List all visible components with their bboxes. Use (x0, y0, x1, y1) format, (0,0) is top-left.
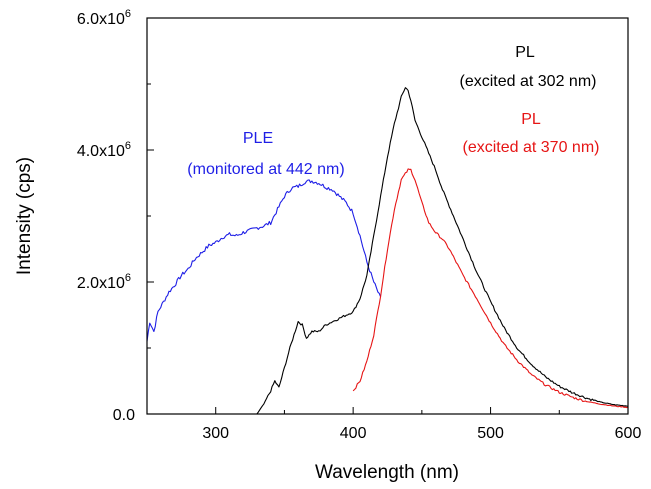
y-tick-label: 4.0x106 (77, 140, 131, 160)
series-layer (146, 87, 629, 415)
ple-annotation-title: PLE (243, 130, 273, 147)
series-pl370-line (352, 168, 629, 409)
x-axis-title: Wavelength (nm) (315, 462, 459, 483)
y-tick-label: 0.0 (113, 407, 135, 424)
y-axis-title: Intensity (cps) (14, 157, 35, 275)
pl302-annotation-subtitle: (excited at 302 nm) (460, 73, 597, 90)
x-tick-label: 300 (202, 425, 229, 442)
pl370-annotation-subtitle: (excited at 370 nm) (463, 139, 600, 156)
y-tick-label: 6.0x106 (77, 8, 131, 28)
series-ple-line (146, 179, 382, 342)
pl370-annotation-title: PL (521, 111, 541, 128)
tick-labels: 300 400 500 600 0.0 2.0x106 4.0x106 6.0x106 (77, 8, 642, 442)
ple-annotation-subtitle: (monitored at 442 nm) (187, 161, 344, 178)
series-pl302-line (256, 87, 629, 415)
pl302-annotation-title: PL (515, 44, 535, 61)
ticks-layer (146, 17, 629, 415)
x-tick-label: 500 (477, 425, 504, 442)
x-tick-label: 400 (340, 425, 367, 442)
x-tick-label: 600 (615, 425, 642, 442)
y-tick-label: 2.0x106 (77, 272, 131, 292)
